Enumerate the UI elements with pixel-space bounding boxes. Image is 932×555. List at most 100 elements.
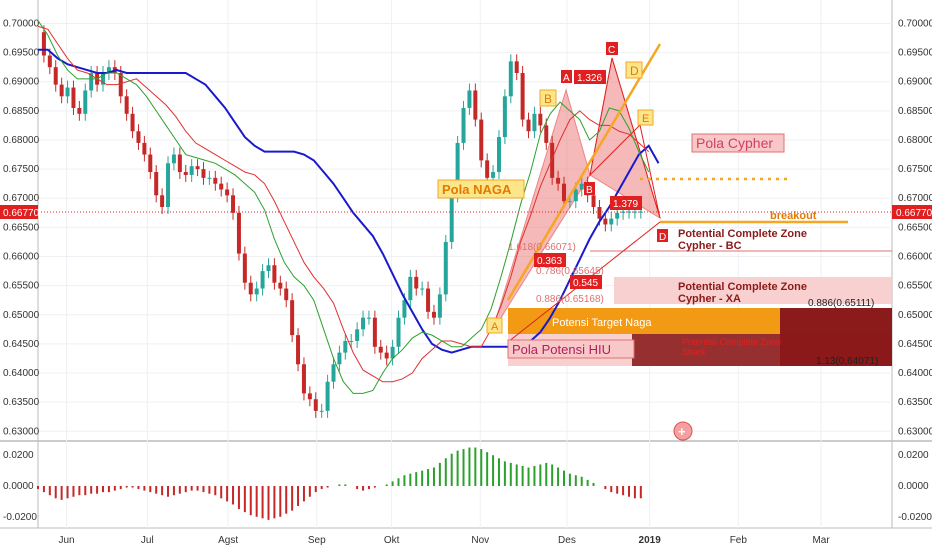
point-b-red-label: B: [586, 185, 593, 196]
y-tick-label-right: 0.69500: [898, 48, 932, 59]
candle-body: [231, 195, 236, 213]
y-axis-right: 0.70000 0.69500 0.69000 0.68500 0.68000 0.675…: [898, 18, 932, 437]
candle-body: [130, 113, 135, 132]
candle-body: [225, 189, 230, 196]
osc-tick-label-right: -0.0200: [898, 512, 932, 523]
candle-body: [561, 183, 566, 202]
candle-body: [343, 340, 348, 353]
naga-target-label: Potensi Target Naga: [552, 317, 652, 329]
candle-body: [266, 265, 271, 272]
fib-0786-label: 0.786(0.65645): [536, 266, 604, 277]
candle-body: [290, 300, 295, 336]
y-tick-label-left: 0.66500: [3, 222, 40, 233]
x-tick-label: Mar: [812, 535, 830, 546]
candle-body: [296, 335, 301, 365]
candle-body: [567, 201, 572, 203]
candle-body: [313, 399, 318, 411]
cypher-xa-zone: [614, 277, 892, 304]
candle-body: [408, 276, 413, 301]
y-tick-label-left: 0.65000: [3, 310, 40, 321]
osc-tick-label-right: 0.0000: [898, 481, 929, 492]
point-a-orange-marker: [486, 317, 503, 334]
ratio-0545-label: 0.545: [573, 278, 598, 289]
y-tick-label-left: 0.67000: [3, 193, 40, 204]
candle-body: [349, 340, 354, 342]
y-tick-label-right: 0.69000: [898, 77, 932, 88]
point-d-orange-label: D: [630, 64, 639, 78]
breakout-label: breakout: [770, 210, 817, 222]
candle-body: [597, 206, 602, 219]
candle-body: [160, 195, 165, 207]
candle-body: [201, 169, 206, 178]
price-tag-left: [0, 205, 38, 219]
plus-glyph: +: [678, 424, 686, 439]
y-tick-label-right: 0.68000: [898, 135, 932, 146]
candle-body: [53, 67, 58, 85]
point-e-orange-marker: [637, 109, 654, 126]
candle-body: [514, 61, 519, 73]
candle-body: [526, 119, 531, 132]
add-indicator-icon[interactable]: [673, 421, 693, 441]
y-tick-label-left: 0.68000: [3, 135, 40, 146]
candle-body: [355, 329, 360, 341]
shark-zone: [632, 334, 892, 366]
candle-body: [573, 189, 578, 202]
point-a-red-marker: [561, 70, 572, 83]
point-c-marker: [606, 42, 618, 55]
candle-body: [638, 211, 643, 213]
candle-body: [118, 72, 123, 97]
pcz-bc-line1: Potential Complete Zone: [678, 228, 807, 240]
candle-body: [544, 125, 549, 143]
y-tick-label-right: 0.63000: [898, 426, 932, 437]
y-tick-label-left: 0.63000: [3, 426, 40, 437]
candle-body: [195, 166, 200, 170]
candle-body: [437, 294, 442, 318]
y-tick-label-left: 0.65500: [3, 281, 40, 292]
point-b-orange-marker: [539, 89, 557, 107]
y-tick-label-right: 0.67000: [898, 193, 932, 204]
candle-body: [384, 352, 389, 359]
candle-body: [556, 177, 561, 184]
point-a-red-label: A: [563, 73, 570, 84]
candle-body: [177, 154, 182, 173]
candle-body: [378, 346, 383, 353]
candle-body: [154, 172, 159, 196]
candle-body: [591, 195, 596, 207]
candle-body: [615, 212, 620, 219]
x-tick-label: Jun: [59, 535, 75, 546]
y-tick-label-right: 0.67500: [898, 164, 932, 175]
price-tag-right-text: 0.66770: [896, 208, 932, 219]
y-axis-left: 0.70000 0.69500 0.69000 0.68500 0.68000 0.675…: [3, 18, 40, 437]
oscillator-histogram: 0.0200 0.0200 0.0000 0.0000 -0.0200 -0.0200: [3, 447, 932, 523]
x-axis: Jun Jul Agst Sep Okt Nov Des 2019 Feb Mar: [59, 535, 831, 546]
candle-body: [166, 163, 171, 207]
candle-body: [390, 346, 395, 359]
candle-body: [603, 218, 608, 225]
candle-body: [89, 72, 94, 91]
candle-body: [319, 410, 324, 412]
candle-body: [331, 364, 336, 382]
y-tick-label-right: 0.64000: [898, 368, 932, 379]
pcz-hiu-line2: Shark: [682, 347, 706, 357]
y-tick-label-right: 0.65000: [898, 310, 932, 321]
osc-tick-label-right: 0.0200: [898, 450, 929, 461]
candle-body: [431, 311, 436, 318]
candle-body: [366, 317, 371, 319]
candle-body: [609, 218, 614, 225]
y-tick-label-right: 0.68500: [898, 106, 932, 117]
pcz-hiu-line1: Potential Complete Zone: [682, 337, 781, 347]
candle-body: [467, 90, 472, 108]
candle-body: [71, 87, 76, 108]
osc-tick-label-left: 0.0000: [3, 481, 34, 492]
ratio-0545-badge: [570, 275, 602, 289]
pola-naga-badge: [437, 179, 525, 199]
cypher-pattern: [589, 57, 661, 219]
x-tick-label: 2019: [639, 535, 662, 546]
candle-body: [632, 211, 637, 213]
main-panel-bg: [38, 0, 892, 440]
candle-body: [532, 113, 537, 132]
x-tick-label: Jul: [141, 535, 154, 546]
candle-body: [502, 96, 507, 138]
candle-body: [508, 61, 513, 97]
